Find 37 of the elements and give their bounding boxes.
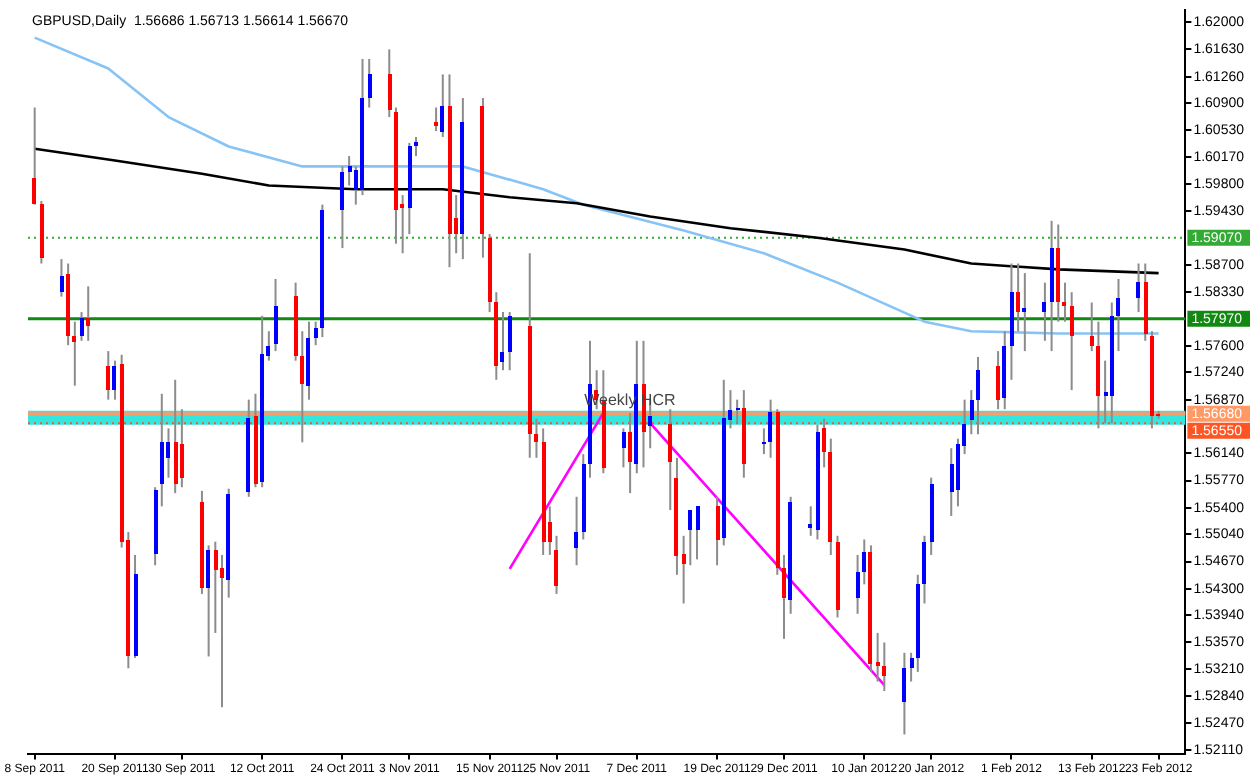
- candlestick: [32, 106, 36, 206]
- candlestick: [1022, 272, 1026, 353]
- candlestick: [996, 350, 1000, 411]
- candlestick: [274, 277, 278, 353]
- candlestick: [1016, 262, 1020, 333]
- candlestick: [902, 651, 906, 736]
- candlestick: [1070, 291, 1074, 392]
- candlestick: [622, 427, 626, 469]
- candlestick: [688, 509, 692, 567]
- candlestick: [882, 641, 886, 693]
- candlestick: [206, 544, 210, 658]
- candlestick: [106, 350, 110, 401]
- candlestick: [950, 447, 954, 517]
- candlestick: [736, 398, 740, 425]
- candlestick: [1136, 262, 1140, 314]
- candlestick: [500, 311, 504, 372]
- candlestick: [976, 355, 980, 436]
- candlestick: [86, 285, 90, 342]
- candlestick: [434, 106, 438, 133]
- candlestick: [768, 398, 772, 459]
- candlestick: [340, 165, 344, 250]
- candlestick: [696, 505, 700, 561]
- candlestick: [166, 427, 170, 479]
- candlestick: [1042, 281, 1046, 342]
- candlestick: [60, 258, 64, 298]
- candlestick: [574, 495, 578, 567]
- candlestick: [174, 378, 178, 495]
- candlestick: [808, 505, 812, 537]
- candlestick: [180, 408, 184, 489]
- candlestick: [628, 411, 632, 495]
- candlestick: [508, 311, 512, 372]
- candlestick: [440, 73, 444, 138]
- candlestick: [112, 359, 116, 401]
- candlestick: [220, 553, 224, 709]
- candlestick: [368, 57, 372, 109]
- candlestick: [682, 534, 686, 605]
- candlestick: [876, 631, 880, 683]
